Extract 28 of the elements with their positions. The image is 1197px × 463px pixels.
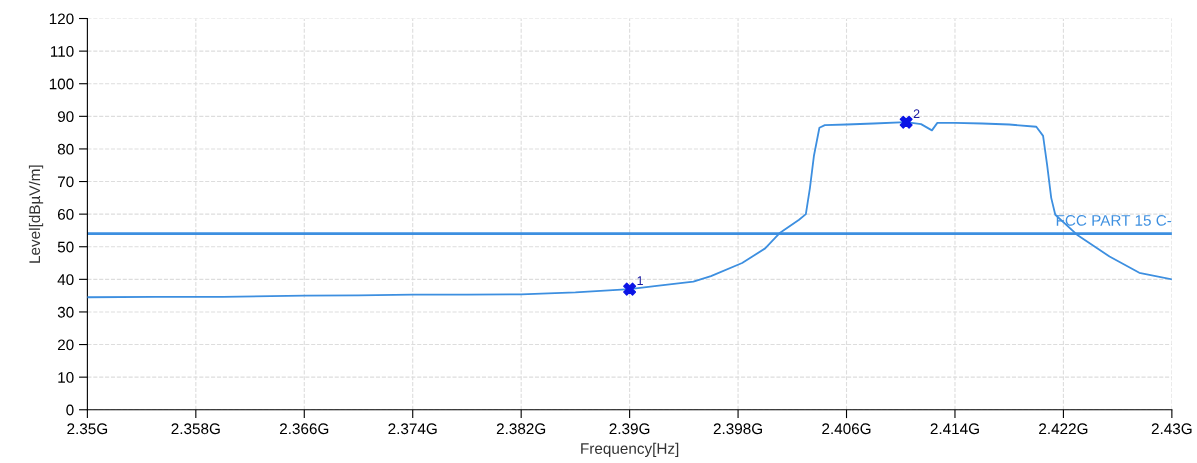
y-tick-label: 30 xyxy=(57,306,74,318)
y-tick-label: 0 xyxy=(66,404,74,416)
x-tick-label: 2.43G xyxy=(1151,423,1192,435)
x-tick-label: 2.35G xyxy=(67,423,108,435)
y-tick-label: 20 xyxy=(57,339,74,351)
y-tick-label: 60 xyxy=(57,209,74,220)
x-tick-label: 2.358G xyxy=(171,423,220,435)
x-tick-label: 2.406G xyxy=(822,423,871,435)
x-tick-label: 2.414G xyxy=(930,423,979,435)
y-tick-label: 50 xyxy=(57,241,74,253)
y-tick-label: 70 xyxy=(57,176,74,188)
y-axis-title: Level[dBµV/m] xyxy=(28,165,44,263)
y-tick-label: 120 xyxy=(49,13,74,25)
y-tick-label: 90 xyxy=(57,111,74,123)
x-tick-label: 2.374G xyxy=(388,423,437,435)
x-tick-label: 2.382G xyxy=(496,423,546,435)
y-tick-label: 10 xyxy=(58,372,74,383)
x-tick-label: 2.366G xyxy=(279,423,329,435)
y-tick-label: 100 xyxy=(49,78,74,90)
annotation: 1 xyxy=(637,276,643,285)
y-tick-label: 80 xyxy=(57,143,74,155)
x-axis-title: Frequency[Hz] xyxy=(581,442,679,457)
x-tick-label: 2.39G xyxy=(609,423,650,435)
x-tick-label: 2.398G xyxy=(713,423,762,435)
y-tick-label: 40 xyxy=(57,274,74,286)
annotation: 2 xyxy=(913,109,920,119)
y-tick-label: 110 xyxy=(50,45,74,57)
x-tick-label: 2.422G xyxy=(1039,423,1088,435)
